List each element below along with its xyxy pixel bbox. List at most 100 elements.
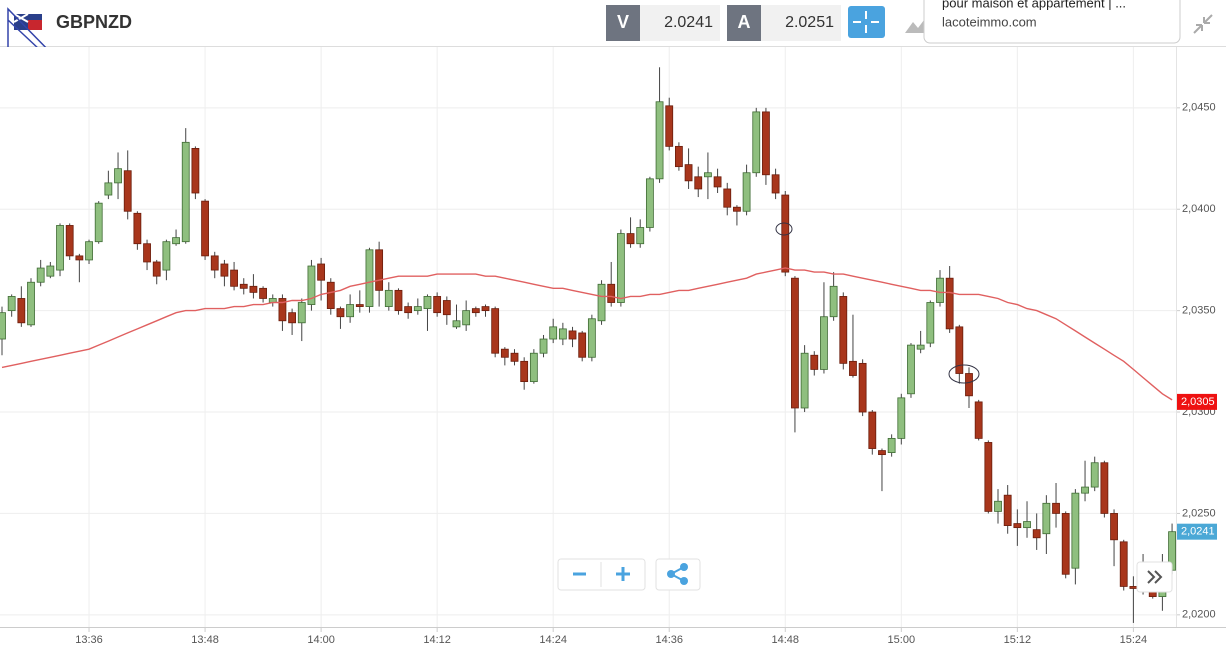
crosshair-button[interactable] [848, 6, 885, 38]
x-tick-label: 14:24 [539, 634, 567, 646]
chart-type-icon[interactable] [905, 20, 924, 33]
candle-body [587, 318, 596, 358]
candle-body [1061, 513, 1070, 575]
candle-body [249, 285, 258, 293]
candle-body [1003, 494, 1012, 527]
candle-body [742, 172, 751, 212]
candle-body [829, 285, 838, 318]
candle-body [481, 306, 490, 312]
candle-body [1042, 502, 1051, 535]
candle-body [733, 206, 741, 212]
candle-body [510, 352, 519, 362]
candle-body [326, 281, 335, 310]
y-tick-label: 2,0200 [1182, 609, 1216, 621]
candle-body [210, 255, 219, 271]
candle-body [201, 200, 209, 257]
candle-body [1013, 523, 1022, 529]
candle-body [172, 237, 180, 245]
candle-body [810, 354, 819, 370]
ask-label: A [738, 12, 751, 32]
candle-body [994, 500, 1002, 512]
candle-body [336, 308, 345, 318]
candle-body [491, 308, 500, 354]
candle-body [849, 360, 857, 376]
candle-body [317, 263, 326, 281]
candle-body [974, 401, 983, 439]
candle-body [636, 227, 645, 245]
candle-body [529, 352, 538, 383]
candle-body [549, 326, 558, 340]
candle-body [404, 306, 413, 314]
candle-body [558, 328, 567, 340]
ad-popup: pour maison et appartement | ... lacotei… [923, 0, 1181, 44]
candle-body [259, 287, 267, 299]
bid-price: 2.0241 [664, 14, 713, 31]
candle-body [965, 373, 973, 397]
candle-body [762, 111, 770, 176]
candle-body [355, 304, 364, 307]
candle-body [433, 296, 442, 314]
x-tick-label: 14:12 [423, 634, 451, 646]
ask-box[interactable] [761, 5, 841, 41]
candle-body [471, 308, 480, 314]
zoom-controls [557, 558, 646, 591]
zoom-in[interactable] [616, 567, 630, 581]
candle-body [655, 101, 664, 180]
candle-body [684, 164, 693, 182]
share-button[interactable] [655, 558, 701, 591]
candle-body [65, 225, 74, 257]
x-tick-label: 13:48 [191, 634, 219, 646]
candle-body [713, 176, 722, 188]
candle-body [94, 202, 103, 243]
candle-body [0, 312, 6, 340]
collapse-icon[interactable] [1193, 14, 1213, 34]
candle-body [143, 243, 151, 263]
candle-body [56, 225, 64, 271]
candle-body [887, 437, 896, 453]
moving-average-line [1, 267, 1173, 401]
x-tick-label: 13:36 [75, 634, 103, 646]
candle-body [346, 304, 355, 318]
candle-body [984, 442, 993, 512]
candle-body [723, 188, 732, 208]
candle-body [1119, 541, 1128, 587]
plot-area: 2,02002,02502,03002,03502,04002,045013:3… [0, 47, 1226, 646]
candle-body [230, 269, 238, 287]
candle-body [839, 296, 848, 364]
candle-body [665, 105, 674, 147]
candle-body [1052, 502, 1060, 514]
candle-body [239, 283, 248, 289]
symbol: GBPNZD [56, 12, 132, 32]
candle-body [752, 111, 761, 174]
candle-body [442, 300, 451, 316]
candle-body [791, 277, 799, 409]
candle-body [945, 277, 954, 330]
candle-body [114, 168, 122, 184]
ask-button[interactable] [727, 5, 761, 41]
scroll-end-button[interactable] [1136, 561, 1173, 593]
bid-box[interactable] [640, 5, 720, 41]
candle-body [423, 296, 432, 310]
candle-body [858, 362, 867, 413]
candle-body [626, 233, 635, 245]
price-tag-label: 2,0241 [1181, 526, 1215, 538]
candle-body [307, 265, 316, 305]
bid-button[interactable] [606, 5, 640, 41]
candle-body [704, 172, 712, 178]
candle-body [104, 182, 113, 196]
candle-body [578, 332, 587, 358]
candle-body [520, 360, 529, 383]
candle-body [694, 176, 703, 190]
candle-body [191, 147, 200, 194]
candle-body [1100, 462, 1109, 514]
ask-price: 2.0251 [785, 14, 834, 31]
candle-body [375, 249, 384, 291]
x-tick-label: 15:00 [888, 634, 916, 646]
candle-body [152, 261, 161, 277]
ad-url[interactable]: lacoteimmo.com [942, 14, 1037, 29]
x-tick-label: 14:36 [655, 634, 683, 646]
candle-body [27, 281, 35, 326]
candle-body [384, 289, 393, 307]
candle-body [133, 212, 142, 245]
x-tick-label: 14:00 [307, 634, 335, 646]
